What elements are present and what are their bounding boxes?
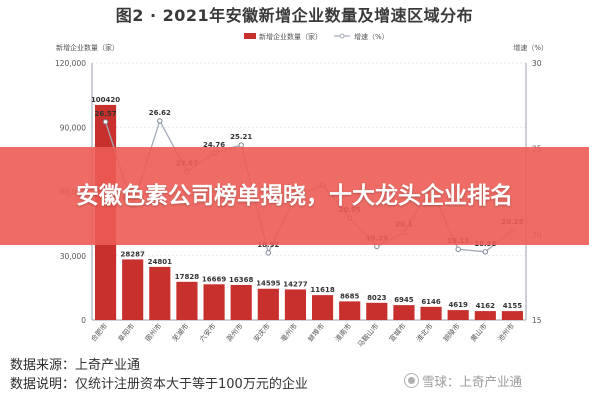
bar-value-label: 16669	[202, 275, 226, 283]
legend-swatch-bar	[244, 33, 256, 39]
x-tick-label: 宿州市	[143, 322, 163, 344]
bar	[366, 302, 388, 320]
x-tick-label: 蚌埠市	[306, 322, 326, 344]
growth-point	[455, 246, 461, 252]
y-left-tick-label: 90,000	[60, 123, 86, 132]
growth-value-label: 24.76	[203, 141, 225, 149]
x-tick-label: 芜湖市	[170, 322, 190, 344]
bar-value-label: 14595	[256, 280, 280, 288]
note-key: 数据说明：	[10, 377, 76, 392]
bar	[311, 295, 334, 320]
bar-value-label: 14277	[283, 280, 307, 288]
bar-value-label: 17828	[175, 273, 199, 281]
bar	[230, 284, 252, 320]
bar-value-label: 6146	[421, 298, 441, 306]
x-tick-label: 淮南市	[333, 322, 353, 344]
y-right-tick-label: 30	[532, 59, 542, 68]
bar	[149, 266, 171, 320]
x-tick-label: 铜陵市	[441, 322, 461, 344]
bar-value-label: 4619	[448, 301, 468, 309]
x-tick-label: 滁州市	[224, 322, 244, 344]
y-left-tick-label: 0	[81, 316, 86, 325]
x-tick-label: 六安市	[197, 322, 217, 344]
chart-title: 图2 · 2021年安徽新增企业数量及增速区域分布	[115, 6, 474, 25]
bar-value-label: 4155	[503, 302, 523, 310]
bar	[339, 301, 361, 320]
bar	[284, 289, 307, 320]
watermark: 雪球：上奇产业通	[404, 371, 522, 390]
bar	[474, 311, 496, 320]
y-left-axis-title: 新增企业数量（家）	[56, 43, 119, 52]
growth-point	[157, 118, 163, 124]
bar-value-label: 11618	[310, 286, 334, 294]
x-tick-label: 淮北市	[414, 322, 434, 344]
bar	[257, 288, 279, 320]
x-tick-label: 宣城市	[387, 322, 407, 344]
y-right-axis-title: 增速（%）	[513, 43, 548, 52]
growth-point	[265, 250, 272, 256]
bar	[203, 284, 225, 320]
bar-value-label: 16368	[229, 276, 253, 284]
source-key: 数据来源：	[10, 358, 76, 373]
bar-value-label: 100420	[91, 96, 120, 104]
x-tick-label: 亳州市	[279, 322, 299, 344]
growth-point	[482, 249, 489, 255]
legend-swatch-marker	[339, 33, 345, 39]
x-tick-label: 合肥市	[89, 322, 109, 344]
chart-footer: 数据来源：上奇产业通 数据说明：仅统计注册资本大于等于100万元的企业	[10, 356, 580, 394]
snowball-logo-icon	[404, 373, 419, 388]
x-tick-label: 马鞍山市	[355, 322, 380, 349]
bar	[393, 305, 415, 320]
bar	[122, 259, 144, 320]
bar-value-label: 24801	[148, 258, 172, 266]
y-left-tick-label: 120,000	[55, 59, 86, 68]
note-value: 仅统计注册资本大于等于100万元的企业	[75, 377, 308, 392]
growth-point	[102, 119, 109, 125]
growth-value-label: 26.57	[94, 110, 116, 118]
bar-value-label: 8685	[340, 292, 360, 300]
legend-label-line: 增速（%）	[354, 32, 389, 41]
bar	[176, 281, 198, 320]
growth-value-label: 25.21	[230, 133, 252, 141]
y-right-tick-label: 15	[532, 316, 542, 325]
watermark-text: 雪球：上奇产业通	[422, 374, 523, 389]
source-value: 上奇产业通	[75, 358, 141, 373]
headline-text[interactable]: 安徽色素公司榜单揭晓，十大龙头企业排名	[76, 183, 513, 209]
bar	[420, 306, 442, 320]
bar-value-label: 8023	[367, 294, 387, 302]
bar	[501, 311, 524, 320]
legend-label-bar: 新增企业数量（家）	[259, 32, 322, 41]
bar	[447, 310, 469, 320]
bar-value-label: 4162	[476, 302, 496, 310]
x-tick-label: 黄山市	[468, 322, 488, 344]
growth-value-label: 26.62	[149, 109, 171, 117]
source-row: 数据来源：上奇产业通	[10, 356, 580, 375]
x-tick-label: 阜阳市	[116, 322, 136, 344]
x-tick-label: 安庆市	[251, 322, 271, 344]
x-tick-label: 池州市	[496, 322, 516, 344]
note-row: 数据说明：仅统计注册资本大于等于100万元的企业	[10, 375, 580, 394]
bar-value-label: 6945	[394, 296, 414, 304]
y-left-tick-label: 30,000	[60, 252, 86, 261]
bar-value-label: 28287	[121, 250, 145, 258]
headline-banner[interactable]: 安徽色素公司榜单揭晓，十大龙头企业排名	[0, 147, 589, 245]
